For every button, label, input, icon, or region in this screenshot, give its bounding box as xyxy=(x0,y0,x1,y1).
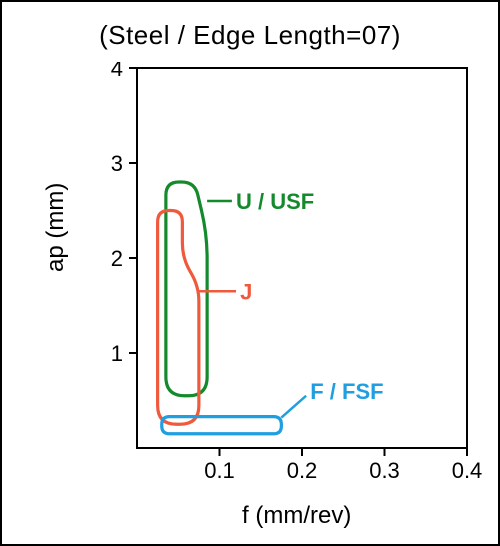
y-tick-label: 3 xyxy=(111,151,123,176)
series-label-u_usf: U / USF xyxy=(236,189,314,214)
chart-area: ap (mm) f (mm/rev) 0.10.20.30.41234U / U… xyxy=(42,62,482,532)
series-label-f_fsf: F / FSF xyxy=(310,379,383,404)
leader-f_fsf xyxy=(281,396,306,418)
outer-frame: (Steel / Edge Length=07) ap (mm) f (mm/r… xyxy=(0,0,500,546)
series-label-j: J xyxy=(240,279,252,304)
x-tick-label: 0.1 xyxy=(204,458,235,483)
x-tick-label: 0.3 xyxy=(369,458,400,483)
chart-title: (Steel / Edge Length=07) xyxy=(2,2,498,51)
series-region-u_usf xyxy=(166,182,207,396)
x-tick-label: 0.2 xyxy=(287,458,318,483)
y-tick-label: 2 xyxy=(111,246,123,271)
series-region-j xyxy=(158,211,199,425)
plot-box xyxy=(137,68,467,448)
plot-svg: 0.1 0.2 0.3 0.4 1 2 3 4 U / USF J F / FSF xyxy=(42,62,482,532)
y-tick-label: 4 xyxy=(111,62,123,81)
x-tick-label: 0.4 xyxy=(452,458,482,483)
y-tick-label: 1 xyxy=(111,341,123,366)
